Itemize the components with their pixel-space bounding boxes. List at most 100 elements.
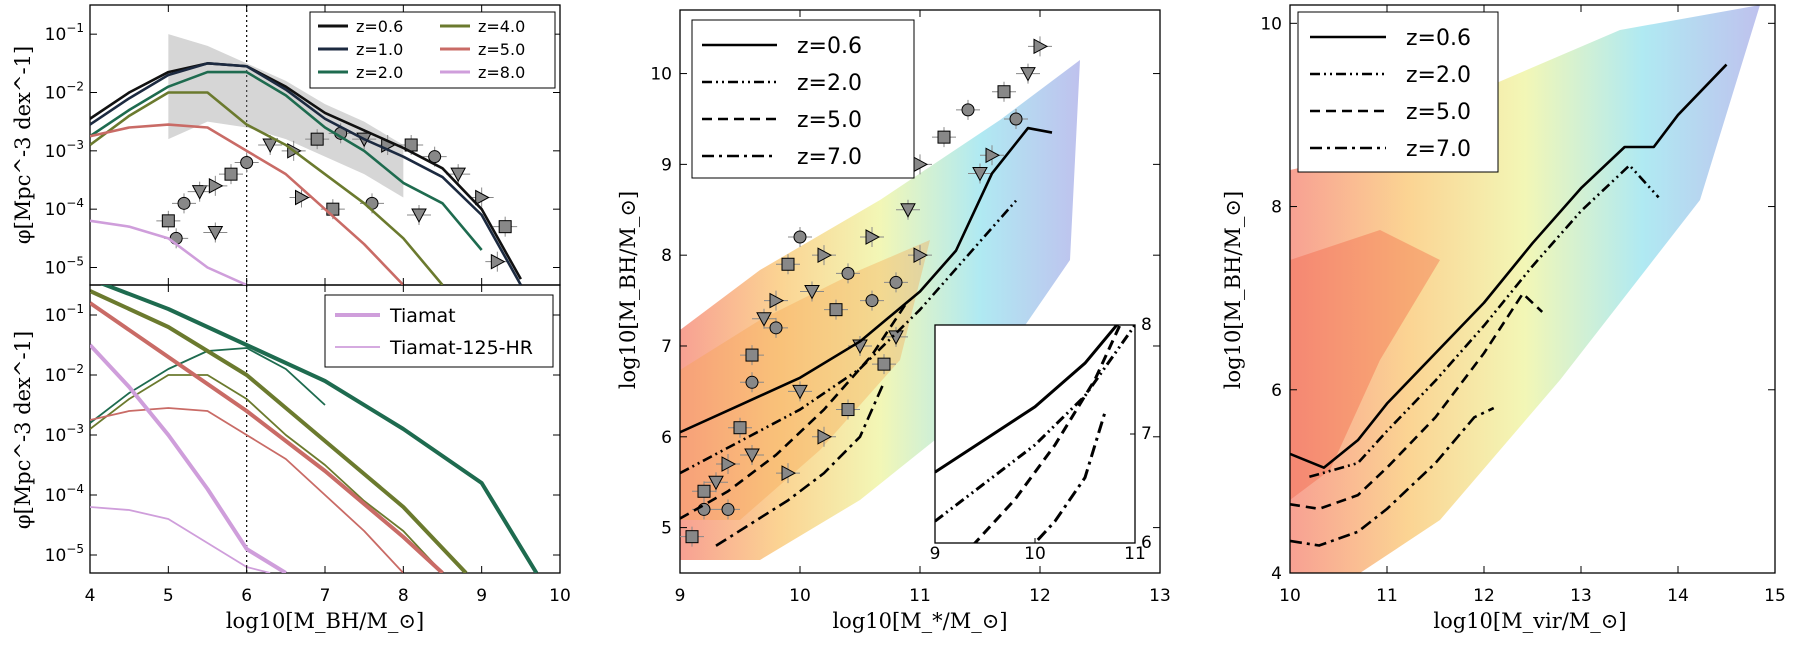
legend-box [691, 19, 915, 179]
series-line [90, 289, 468, 573]
data-point [804, 285, 820, 300]
y-axis-label: log10[M_BH/M_⊙] [616, 191, 640, 389]
data-point [817, 428, 833, 445]
y-tick-label: 10−3 [45, 138, 84, 162]
plot-top-left: 10−1 10−2 10−3 10−4 10−5 φ[Mpc^-3 dex^-1] z=0.… [11, 5, 561, 285]
data-point [208, 177, 224, 194]
data-point [756, 312, 772, 327]
y-axis-label: φ[Mpc^-3 dex^-1] [11, 331, 35, 529]
legend-label: z=8.0 [478, 63, 525, 82]
x-tick-label: 14 [1667, 586, 1689, 606]
data-point [685, 530, 699, 544]
y-tick-label: 5 [661, 519, 672, 539]
legend-label: z=5.0 [797, 108, 862, 133]
y-tick-label: 10−3 [45, 422, 84, 446]
data-point [937, 130, 951, 144]
y-axis-label: log10[M_BH/M_⊙] [1221, 191, 1245, 389]
y-tick-label: 10−4 [45, 196, 84, 220]
legend-box [324, 294, 554, 368]
data-point [697, 484, 711, 498]
series-line [90, 301, 444, 573]
data-point [708, 475, 724, 491]
series-line [680, 126, 1053, 434]
inset-x-tick-label: 10 [1024, 544, 1046, 564]
data-point [450, 167, 467, 183]
data-point [889, 275, 903, 289]
data-point [310, 132, 324, 146]
series-line [90, 70, 483, 251]
data-point [841, 403, 855, 417]
legend-label: z=2.0 [356, 63, 403, 82]
x-tick-label: 6 [241, 586, 252, 606]
y-tick-label: 6 [1271, 381, 1282, 401]
x-tick-label: 13 [1570, 586, 1592, 606]
axes-right [1289, 4, 1776, 574]
y-tick-label: 10−2 [45, 80, 84, 104]
data-point [721, 502, 735, 516]
data-point [1033, 38, 1049, 55]
data-point [498, 220, 512, 234]
data-point [744, 448, 760, 464]
series-line [715, 381, 886, 547]
series-line [1290, 406, 1495, 547]
plot-right: 4 6 8 10 10 11 12 13 14 15 log10[M_vir/M_⊙] log10[M… [1221, 5, 1786, 633]
data-point [865, 294, 879, 308]
data-point [240, 156, 254, 169]
data-point [697, 502, 711, 516]
data-point [745, 348, 759, 362]
data-point [207, 226, 224, 241]
series-line [90, 343, 287, 573]
inset-y-tick-label: 8 [1141, 315, 1152, 335]
y-tick-label: 8 [661, 246, 672, 266]
legend-label: Tiamat-125-HR [389, 337, 533, 359]
data-point [769, 292, 785, 309]
data-point [913, 247, 929, 264]
series-line [1290, 63, 1728, 469]
data-point [781, 465, 797, 481]
x-tick-label: 11 [1376, 586, 1398, 606]
legend-box [1297, 11, 1499, 173]
x-tick-label: 9 [675, 586, 686, 606]
data-point [817, 247, 833, 264]
x-tick-label: 10 [549, 586, 571, 606]
data-point [781, 257, 795, 271]
inset-plot [935, 325, 1135, 543]
data-point [1009, 112, 1023, 126]
y-tick-label: 10−1 [45, 302, 84, 326]
data-point [745, 375, 759, 389]
data-point [769, 321, 783, 335]
x-tick-label: 10 [789, 586, 811, 606]
y-tick-label: 10−1 [45, 21, 84, 45]
legend-label: z=5.0 [478, 40, 525, 59]
data-point [985, 147, 1001, 164]
inset-x-tick-label: 9 [930, 544, 941, 564]
series-line [680, 299, 910, 520]
legend-label: z=0.6 [1406, 26, 1471, 51]
data-point [295, 189, 310, 206]
series-line [1309, 164, 1660, 479]
series-line [90, 407, 404, 573]
data-point [733, 421, 747, 435]
series-line [90, 91, 444, 285]
data-point [428, 150, 442, 164]
legend-label: z=2.0 [797, 71, 862, 96]
x-tick-label: 12 [1473, 586, 1495, 606]
x-tick-label: 5 [163, 586, 174, 606]
x-tick-label: 11 [909, 586, 931, 606]
y-tick-label: 10−2 [45, 362, 84, 386]
x-axis-label: log10[M_BH/M_⊙] [226, 609, 424, 633]
plot-area [1290, 63, 1728, 547]
plot-area [90, 5, 522, 285]
data-point [177, 196, 191, 210]
y-tick-label: 10 [1260, 14, 1282, 34]
data-point [262, 138, 279, 154]
legend-label: z=0.6 [356, 17, 403, 36]
plot-area [680, 36, 1053, 547]
x-tick-label: 9 [476, 586, 487, 606]
y-axis-label: φ[Mpc^-3 dex^-1] [11, 46, 35, 244]
data-point [793, 230, 807, 244]
x-tick-label: 15 [1764, 586, 1786, 606]
data-point [792, 384, 808, 400]
legend-label: z=1.0 [356, 40, 403, 59]
